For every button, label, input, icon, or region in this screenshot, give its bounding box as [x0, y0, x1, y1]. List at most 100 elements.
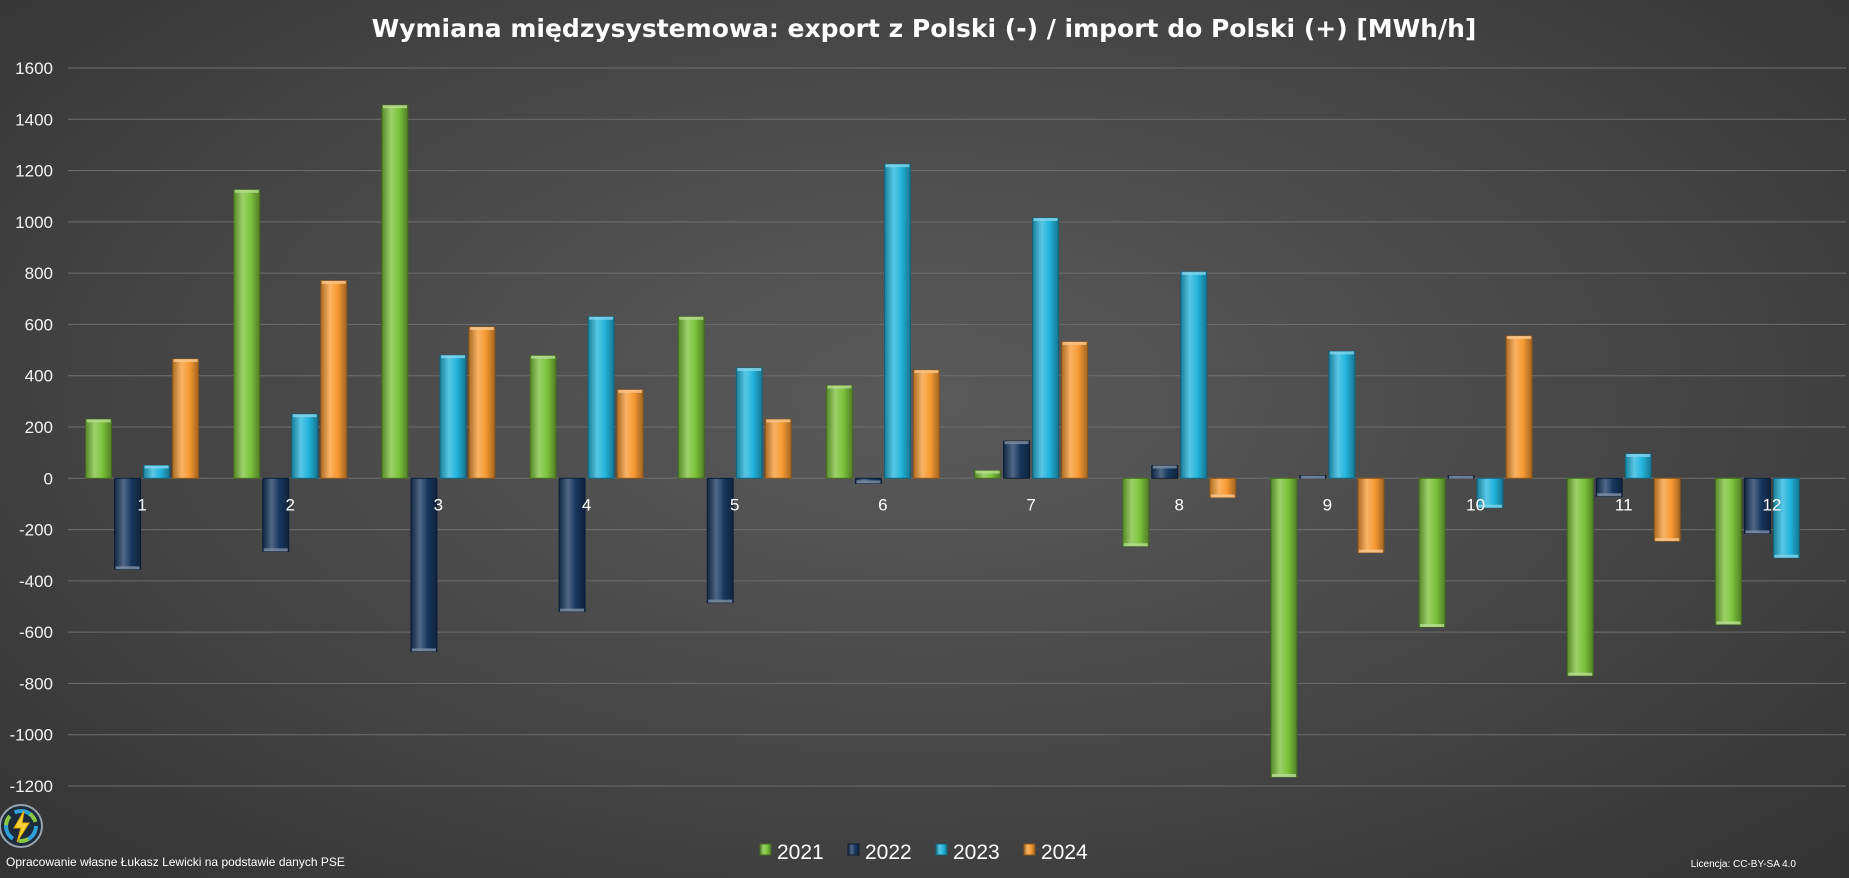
- bar-2023-11: [1624, 453, 1652, 479]
- bar-cap: [708, 599, 733, 603]
- bar-cap: [1300, 475, 1325, 479]
- y-tick-label: -1200: [10, 777, 53, 796]
- bar-2022-3: [410, 477, 438, 652]
- bar-2023-4: [587, 316, 615, 479]
- y-tick-label: -400: [19, 572, 53, 591]
- legend-swatch-2022: [847, 843, 860, 856]
- y-tick-label: 1600: [15, 59, 53, 78]
- bar-cap: [914, 370, 939, 374]
- y-tick-label: -200: [19, 521, 53, 540]
- y-axis: 1600 1400 1200 1000 800 600 400 200 0 -200 -400 -60…: [10, 59, 53, 796]
- bar-2023-2: [291, 413, 319, 479]
- bar-2024-3: [468, 326, 496, 479]
- bar-cap: [263, 548, 288, 552]
- bar-2024-4: [616, 389, 644, 479]
- bar-cap: [1597, 493, 1622, 497]
- bar-cap: [321, 280, 346, 284]
- bar-2023-6: [883, 163, 911, 479]
- x-tick-label: 4: [582, 495, 591, 514]
- bar-cap: [618, 389, 643, 393]
- bar-cap: [1568, 672, 1593, 676]
- bar-cap: [827, 385, 852, 389]
- x-tick-label: 1: [137, 495, 146, 514]
- bar-2021-4: [529, 355, 557, 479]
- bar-2021-10: [1418, 477, 1446, 628]
- chart-title: Wymiana międzysystemowa: export z Polski…: [372, 14, 1477, 43]
- y-tick-label: -600: [19, 623, 53, 642]
- bar-cap: [1033, 218, 1058, 222]
- legend-label-2024: 2024: [1041, 841, 1088, 864]
- bar-2021-9: [1270, 477, 1298, 778]
- x-tick-label: 9: [1323, 495, 1332, 514]
- bar-cap: [1271, 774, 1296, 778]
- y-tick-label: 1400: [15, 110, 53, 129]
- bar-2023-3: [439, 354, 467, 479]
- bar-2023-10: [1476, 477, 1504, 509]
- y-tick-label: 400: [25, 367, 53, 386]
- bar-2024-10: [1505, 335, 1533, 479]
- bar-2024-6: [912, 369, 940, 479]
- bar-2022-4: [558, 477, 586, 613]
- bar-cap: [1358, 549, 1383, 553]
- bar-cap: [1774, 554, 1799, 558]
- x-tick-label: 11: [1615, 495, 1633, 514]
- y-tick-label: 0: [44, 469, 53, 488]
- bar-cap: [411, 648, 436, 652]
- bar-2021-3: [381, 104, 409, 479]
- bar-2024-11: [1653, 477, 1681, 542]
- y-tick-label: 200: [25, 418, 53, 437]
- legend-label-2021: 2021: [777, 841, 824, 864]
- bar-2024-1: [172, 358, 200, 479]
- bar-cap: [1210, 494, 1235, 498]
- bar-2021-6: [825, 384, 853, 479]
- bar-cap: [737, 368, 762, 372]
- x-tick-label: 2: [286, 495, 295, 514]
- bar-cap: [440, 355, 465, 359]
- x-tick-label: 10: [1466, 495, 1485, 514]
- bar-2024-2: [320, 280, 348, 479]
- bar-cap: [885, 164, 910, 168]
- bar-2024-9: [1357, 477, 1385, 554]
- x-tick-label: 8: [1175, 495, 1184, 514]
- y-tick-label: -1000: [10, 726, 53, 745]
- bar-2022-5: [706, 477, 734, 604]
- bar-2021-5: [677, 316, 705, 479]
- bar-2022-2: [262, 477, 290, 552]
- bar-cap: [560, 608, 585, 612]
- bar-cap: [1478, 504, 1503, 508]
- bar-cap: [1123, 543, 1148, 547]
- bar-cap: [1004, 441, 1029, 445]
- bar-cap: [1449, 475, 1474, 479]
- legend-swatch-2021: [759, 843, 772, 856]
- bar-cap: [173, 359, 198, 363]
- y-tick-label: 1200: [15, 162, 53, 181]
- bar-2021-11: [1566, 477, 1594, 677]
- bar-cap: [975, 470, 1000, 474]
- x-tick-label: 3: [434, 495, 443, 514]
- bar-cap: [856, 480, 881, 484]
- legend: 2021 2022 2023 2024: [759, 841, 1088, 864]
- bars: [85, 104, 1800, 778]
- bar-2024-5: [764, 418, 792, 479]
- bar-cap: [766, 419, 791, 423]
- y-tick-label: 800: [25, 264, 53, 283]
- x-axis: 1 2 3 4 5 6 7 8 9 10 11 12: [137, 495, 1781, 514]
- bar-cap: [115, 566, 140, 570]
- bar-cap: [234, 189, 259, 193]
- bar-cap: [1655, 538, 1680, 542]
- legend-label-2023: 2023: [953, 841, 1000, 864]
- legend-label-2022: 2022: [865, 841, 912, 864]
- bar-2021-12: [1714, 477, 1742, 625]
- bar-2023-12: [1772, 477, 1800, 559]
- bar-cap: [86, 419, 111, 423]
- bar-2023-5: [735, 367, 763, 479]
- bar-cap: [1181, 271, 1206, 275]
- legend-swatch-2023: [935, 843, 948, 856]
- bar-cap: [382, 105, 407, 109]
- bar-cap: [1062, 341, 1087, 345]
- bar-2022-7: [1003, 440, 1031, 479]
- bar-2021-8: [1122, 477, 1150, 547]
- y-tick-label: -800: [19, 674, 53, 693]
- bar-2023-9: [1328, 350, 1356, 479]
